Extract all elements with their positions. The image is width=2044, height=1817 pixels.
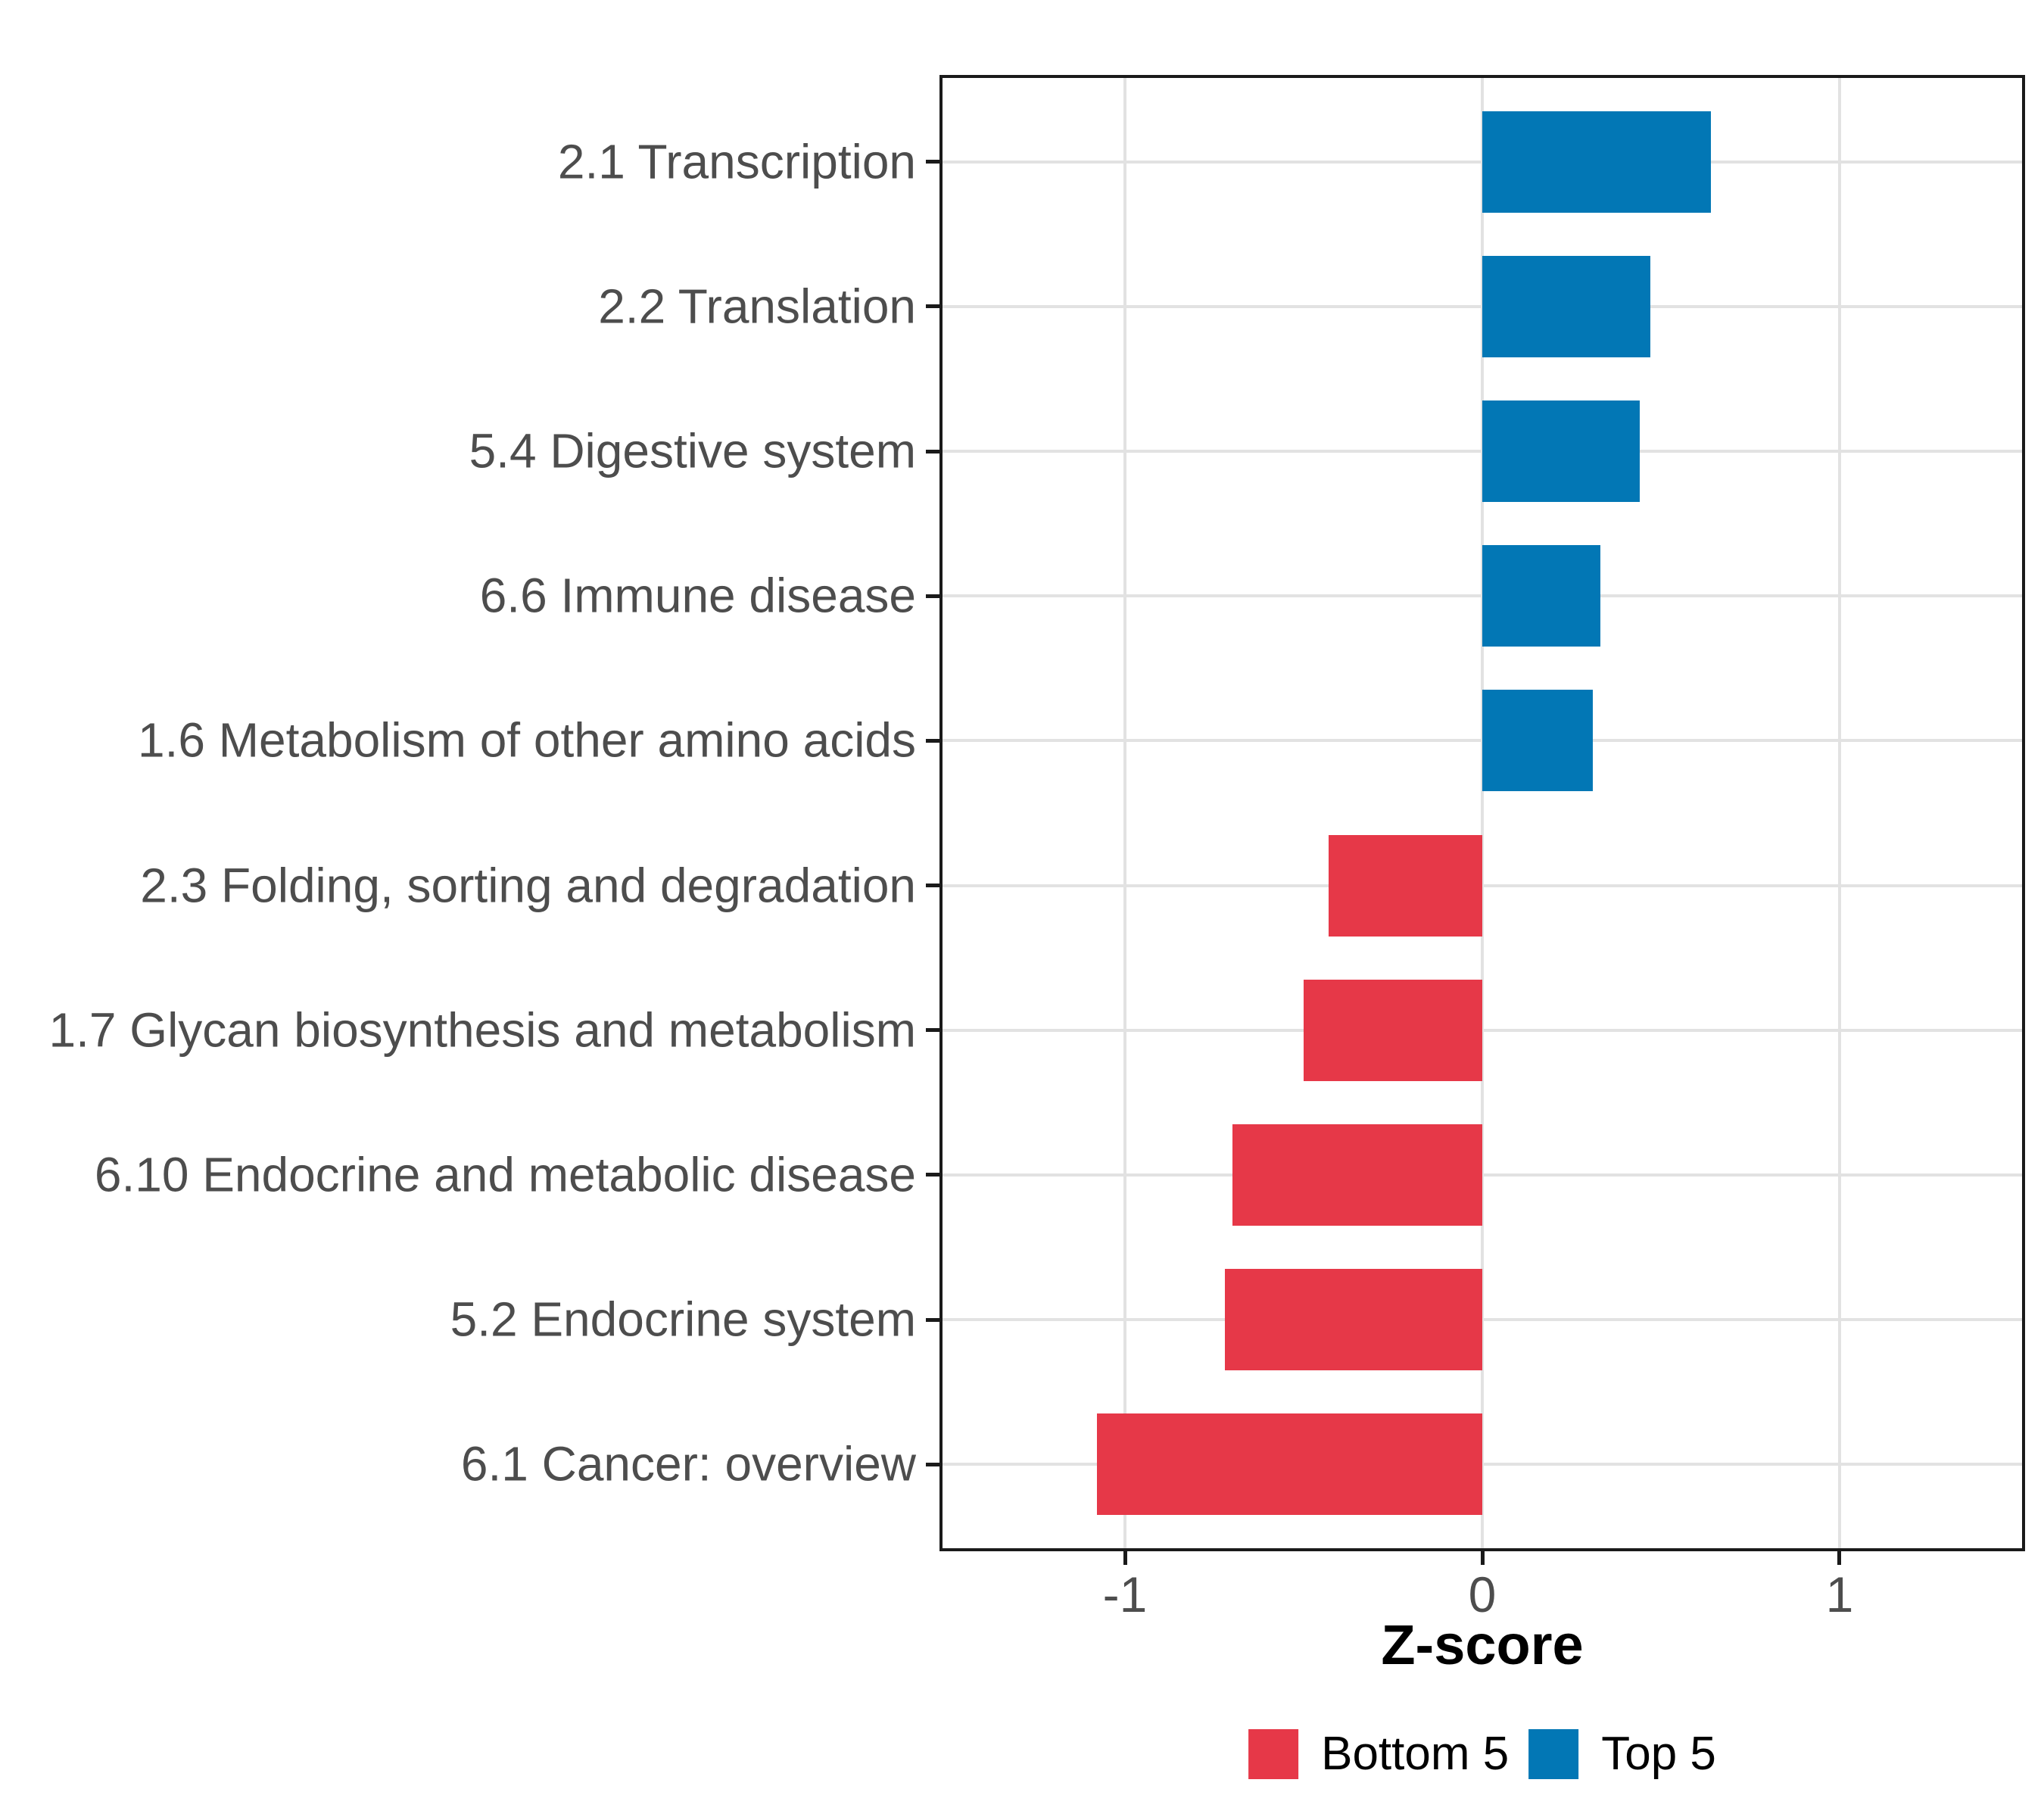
legend-label-bottom5: Bottom 5 — [1321, 1728, 1510, 1780]
y-gridline — [939, 1028, 2025, 1032]
x-axis-title: Z-score — [1381, 1613, 1584, 1676]
y-axis-label: 5.4 Digestive system — [469, 423, 916, 478]
y-axis-tick — [926, 450, 939, 453]
legend-item-top5: Top 5 — [1528, 1729, 1716, 1779]
bar-2.2 — [1482, 256, 1650, 357]
y-gridline — [939, 884, 2025, 887]
bar-6.6 — [1482, 545, 1600, 647]
plot-panel — [939, 75, 2025, 1551]
y-axis-label: 6.10 Endocrine and metabolic disease — [94, 1147, 916, 1202]
y-axis-tick — [926, 1173, 939, 1177]
y-axis-label: 1.7 Glycan biosynthesis and metabolism — [48, 1002, 916, 1058]
legend-label-top5: Top 5 — [1601, 1728, 1716, 1780]
x-tick-label: 0 — [1468, 1566, 1497, 1622]
bar-1.6 — [1482, 690, 1593, 791]
bar-2.3 — [1329, 835, 1482, 937]
y-axis-label: 2.2 Translation — [598, 279, 916, 334]
legend-swatch-top5 — [1528, 1729, 1579, 1779]
y-axis-tick — [926, 1028, 939, 1032]
bar-5.4 — [1482, 400, 1640, 502]
y-axis-label: 5.2 Endocrine system — [450, 1292, 916, 1347]
y-axis-tick — [926, 594, 939, 598]
legend-swatch-bottom5 — [1248, 1729, 1299, 1779]
x-axis-tick — [1123, 1551, 1127, 1565]
y-axis-tick — [926, 160, 939, 164]
x-axis-tick — [1837, 1551, 1841, 1565]
bar-6.10 — [1232, 1124, 1482, 1226]
y-gridline — [939, 1463, 2025, 1466]
x-tick-label: 1 — [1825, 1566, 1854, 1622]
y-axis-tick — [926, 1318, 939, 1322]
bar-5.2 — [1225, 1269, 1482, 1370]
y-gridline — [939, 1318, 2025, 1322]
x-gridline — [1481, 75, 1484, 1551]
x-gridline — [1123, 75, 1127, 1551]
y-axis-label: 2.1 Transcription — [557, 134, 916, 189]
y-axis-label: 1.6 Metabolism of other amino acids — [137, 712, 916, 768]
y-axis-tick — [926, 1463, 939, 1466]
y-gridline — [939, 1173, 2025, 1177]
y-axis-tick — [926, 884, 939, 887]
bar-1.7 — [1304, 980, 1482, 1081]
y-axis-tick — [926, 304, 939, 308]
legend: Bottom 5 Top 5 — [1248, 1729, 1716, 1779]
x-axis-tick — [1481, 1551, 1485, 1565]
x-tick-label: -1 — [1102, 1566, 1148, 1622]
y-axis-label: 2.3 Folding, sorting and degradation — [140, 858, 916, 913]
bar-6.1 — [1097, 1413, 1482, 1515]
legend-item-bottom5: Bottom 5 — [1248, 1729, 1509, 1779]
y-axis-tick — [926, 739, 939, 743]
y-axis-label: 6.6 Immune disease — [479, 568, 916, 623]
y-axis-label: 6.1 Cancer: overview — [460, 1436, 916, 1491]
bar-2.1 — [1482, 111, 1711, 213]
x-gridline — [1837, 75, 1841, 1551]
